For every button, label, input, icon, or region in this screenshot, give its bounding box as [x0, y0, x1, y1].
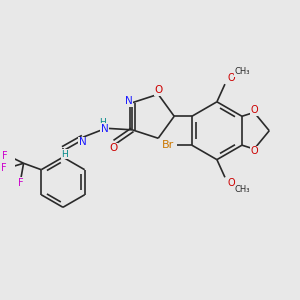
- Text: O: O: [250, 146, 258, 156]
- Text: N: N: [79, 137, 87, 147]
- Text: O: O: [227, 74, 235, 83]
- Text: O: O: [227, 178, 235, 188]
- Text: O: O: [154, 85, 162, 95]
- Text: H: H: [99, 118, 106, 127]
- Text: N: N: [124, 96, 132, 106]
- Text: Br: Br: [162, 140, 175, 150]
- Text: F: F: [2, 151, 8, 161]
- Text: F: F: [1, 163, 7, 173]
- Text: O: O: [250, 105, 258, 115]
- Text: H: H: [61, 150, 68, 159]
- Text: CH₃: CH₃: [235, 185, 250, 194]
- Text: F: F: [18, 178, 24, 188]
- Text: O: O: [109, 143, 117, 154]
- Text: CH₃: CH₃: [235, 68, 250, 76]
- Text: N: N: [100, 124, 108, 134]
